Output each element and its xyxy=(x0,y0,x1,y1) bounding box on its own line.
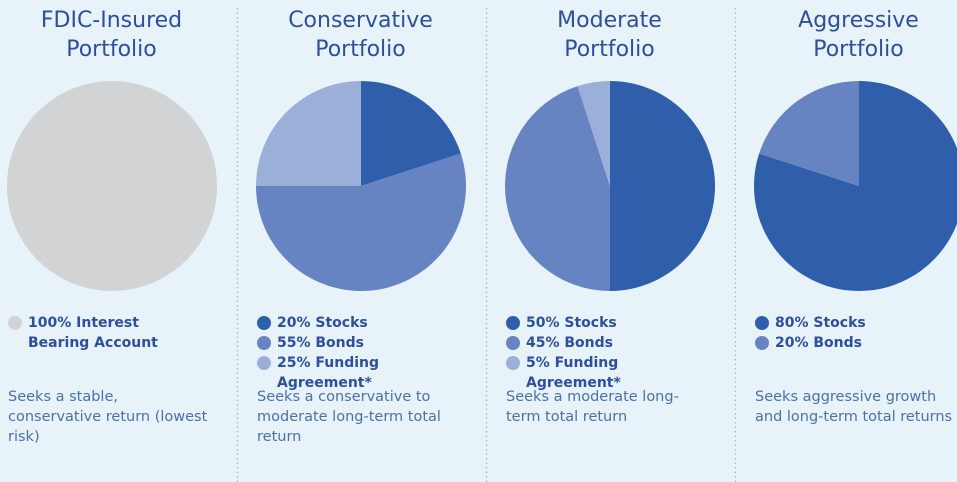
legend-text: 5% Funding Agreement* xyxy=(526,353,666,393)
legend-item: 55% Bonds xyxy=(257,333,477,353)
pie-slice xyxy=(504,86,610,291)
chart-title: Aggressive Portfolio xyxy=(798,8,919,62)
legend-text: 100% Interest Bearing Account xyxy=(28,313,168,353)
legend-value: 55% xyxy=(277,335,311,351)
legend-text: 20% Bonds xyxy=(775,333,862,353)
pie-slice xyxy=(361,81,461,186)
legend-value: 25% xyxy=(277,355,311,371)
legend-item: 20% Bonds xyxy=(755,333,957,353)
legend-value: 20% xyxy=(775,335,809,351)
pie-slice xyxy=(7,81,217,291)
chart-title: Moderate Portfolio xyxy=(557,8,662,62)
legend-label: Bonds xyxy=(564,335,614,351)
legend-label: Stocks xyxy=(315,315,368,331)
legend-swatch xyxy=(506,336,520,350)
chart-title: FDIC-Insured Portfolio xyxy=(40,8,183,62)
legend-swatch xyxy=(257,356,271,370)
legend-value: 45% xyxy=(526,335,560,351)
legend-text: 20% Stocks xyxy=(277,313,368,333)
pie-slice xyxy=(754,81,957,291)
legend-item: 25% Funding Agreement* xyxy=(257,353,477,393)
description: Seeks a conservative to moderate long-te… xyxy=(257,389,441,445)
legend-text: 50% Stocks xyxy=(526,313,617,333)
legend-item: 45% Bonds xyxy=(506,333,726,353)
legend-item: 80% Stocks xyxy=(755,313,957,333)
pie-slice xyxy=(256,81,361,186)
legend-label: Stocks xyxy=(564,315,617,331)
legend-text: 25% Funding Agreement* xyxy=(277,353,417,393)
legend-item: 100% Interest Bearing Account xyxy=(8,313,228,353)
legend-swatch xyxy=(506,316,520,330)
legend-value: 50% xyxy=(526,315,560,331)
legend: 50% Stocks 45% Bonds 5% Funding Agreement* xyxy=(506,313,726,393)
legend-swatch xyxy=(755,336,769,350)
legend-label: Stocks xyxy=(813,315,866,331)
legend-value: 80% xyxy=(775,315,809,331)
legend: 20% Stocks 55% Bonds 25% Funding Agreement… xyxy=(257,313,477,393)
legend-swatch xyxy=(257,336,271,350)
legend-label: Bonds xyxy=(315,335,365,351)
legend-label: Funding Agreement* xyxy=(526,355,621,391)
legend-text: 55% Bonds xyxy=(277,333,364,353)
legend: 100% Interest Bearing Account xyxy=(8,313,228,353)
legend-label: Interest Bearing Account xyxy=(28,315,158,351)
legend-item: 20% Stocks xyxy=(257,313,477,333)
chart-title: Conservative Portfolio xyxy=(288,8,433,62)
pie-slice xyxy=(759,81,859,186)
legend-swatch xyxy=(506,356,520,370)
legend-item: 5% Funding Agreement* xyxy=(506,353,726,393)
legend-swatch xyxy=(8,316,22,330)
description: Seeks a stable, conservative return (low… xyxy=(8,389,208,445)
pie-slice xyxy=(577,81,610,186)
description: Seeks aggressive growth and long-term to… xyxy=(755,389,953,425)
legend-item: 50% Stocks xyxy=(506,313,726,333)
legend-label: Funding Agreement* xyxy=(277,355,379,391)
description: Seeks a moderate long-term total return xyxy=(506,389,679,425)
legend-label: Bonds xyxy=(813,335,863,351)
legend-value: 100% xyxy=(28,315,72,331)
legend: 80% Stocks 20% Bonds xyxy=(755,313,957,353)
legend-swatch xyxy=(257,316,271,330)
legend-value: 20% xyxy=(277,315,311,331)
legend-text: 45% Bonds xyxy=(526,333,613,353)
legend-swatch xyxy=(755,316,769,330)
pie-slice xyxy=(610,81,715,291)
pie-slice xyxy=(256,153,466,291)
legend-value: 5% xyxy=(526,355,550,371)
legend-text: 80% Stocks xyxy=(775,313,866,333)
